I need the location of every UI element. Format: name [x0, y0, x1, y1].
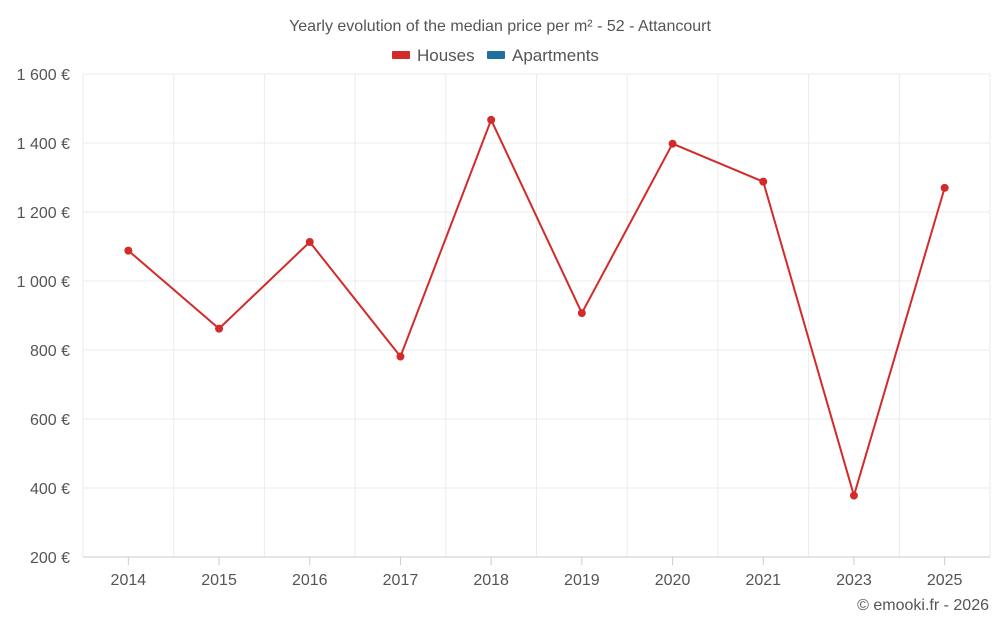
- legend-label-houses: Houses: [417, 46, 475, 65]
- data-point-houses: [668, 139, 677, 148]
- x-tick-label: 2015: [201, 572, 237, 589]
- legend-swatch-apartments: [487, 51, 505, 59]
- y-tick-label: 400 €: [30, 481, 70, 498]
- data-point-houses: [215, 324, 224, 333]
- x-tick-label: 2016: [292, 572, 328, 589]
- legend: Houses Apartments: [392, 46, 599, 65]
- x-tick-label: 2020: [655, 572, 691, 589]
- x-tick-label: 2023: [836, 572, 872, 589]
- y-tick-label: 1 600 €: [17, 67, 70, 84]
- y-tick-label: 1 000 €: [17, 274, 70, 291]
- legend-item-apartments[interactable]: Apartments: [487, 46, 599, 65]
- data-point-houses: [940, 183, 949, 192]
- y-tick-label: 1 200 €: [17, 205, 70, 222]
- y-tick-label: 800 €: [30, 343, 70, 360]
- x-tick-label: 2025: [927, 572, 963, 589]
- series-line-houses: [127, 118, 946, 497]
- legend-label-apartments: Apartments: [512, 46, 599, 65]
- x-tick-label: 2019: [564, 572, 600, 589]
- y-tick-label: 200 €: [30, 550, 70, 567]
- data-point-houses: [577, 309, 586, 318]
- legend-item-houses[interactable]: Houses: [392, 46, 475, 65]
- data-point-houses: [305, 238, 314, 247]
- data-point-houses: [396, 352, 405, 361]
- data-point-houses: [124, 246, 133, 255]
- credit-text: © emooki.fr - 2026: [857, 597, 989, 614]
- data-point-houses: [487, 115, 496, 124]
- chart-title: Yearly evolution of the median price per…: [289, 18, 711, 35]
- x-tick-label: 2017: [383, 572, 419, 589]
- x-tick-label: 2018: [473, 572, 509, 589]
- legend-swatch-houses: [392, 51, 410, 59]
- x-tick-label: 2014: [111, 572, 147, 589]
- x-tick-label: 2021: [745, 572, 781, 589]
- y-tick-label: 600 €: [30, 412, 70, 429]
- data-point-houses: [849, 491, 858, 500]
- x-axis: 2014 2015 2016 2017 2018 2019 2020 2021 2023 2025: [83, 556, 990, 589]
- series-layer: [124, 115, 949, 500]
- grid: [82, 73, 991, 558]
- y-tick-label: 1 400 €: [17, 136, 70, 153]
- data-point-houses: [759, 177, 768, 186]
- y-axis: 200 € 400 € 600 € 800 € 1 000 € 1 200 € 1 400 …: [17, 67, 70, 567]
